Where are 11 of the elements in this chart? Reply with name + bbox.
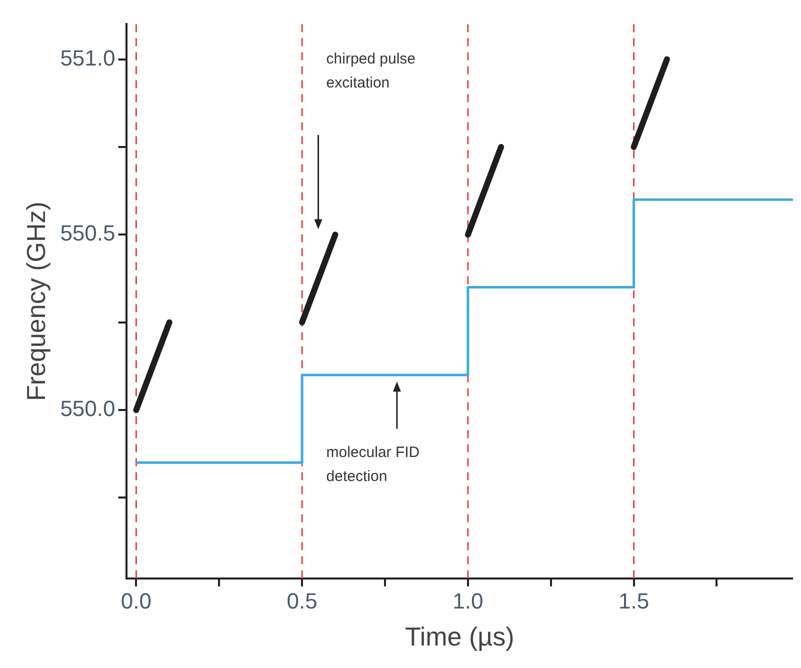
- x-tick-label: 1.5: [618, 588, 650, 614]
- y-tick-label: 551.0: [60, 45, 116, 70]
- x-axis-title: Time (µs): [404, 622, 514, 652]
- x-tick-label: 0.5: [286, 588, 318, 614]
- y-tick-label: 550.0: [60, 396, 116, 422]
- y-tick-label: 550.5: [60, 220, 116, 246]
- x-tick-label: 1.0: [452, 588, 484, 614]
- annotation: chirped pulse excitation: [326, 50, 416, 92]
- y-axis-title: Frequency (GHz): [20, 202, 51, 401]
- x-tick-label: 0.0: [120, 588, 152, 614]
- annotation: molecular FID detection: [326, 444, 420, 486]
